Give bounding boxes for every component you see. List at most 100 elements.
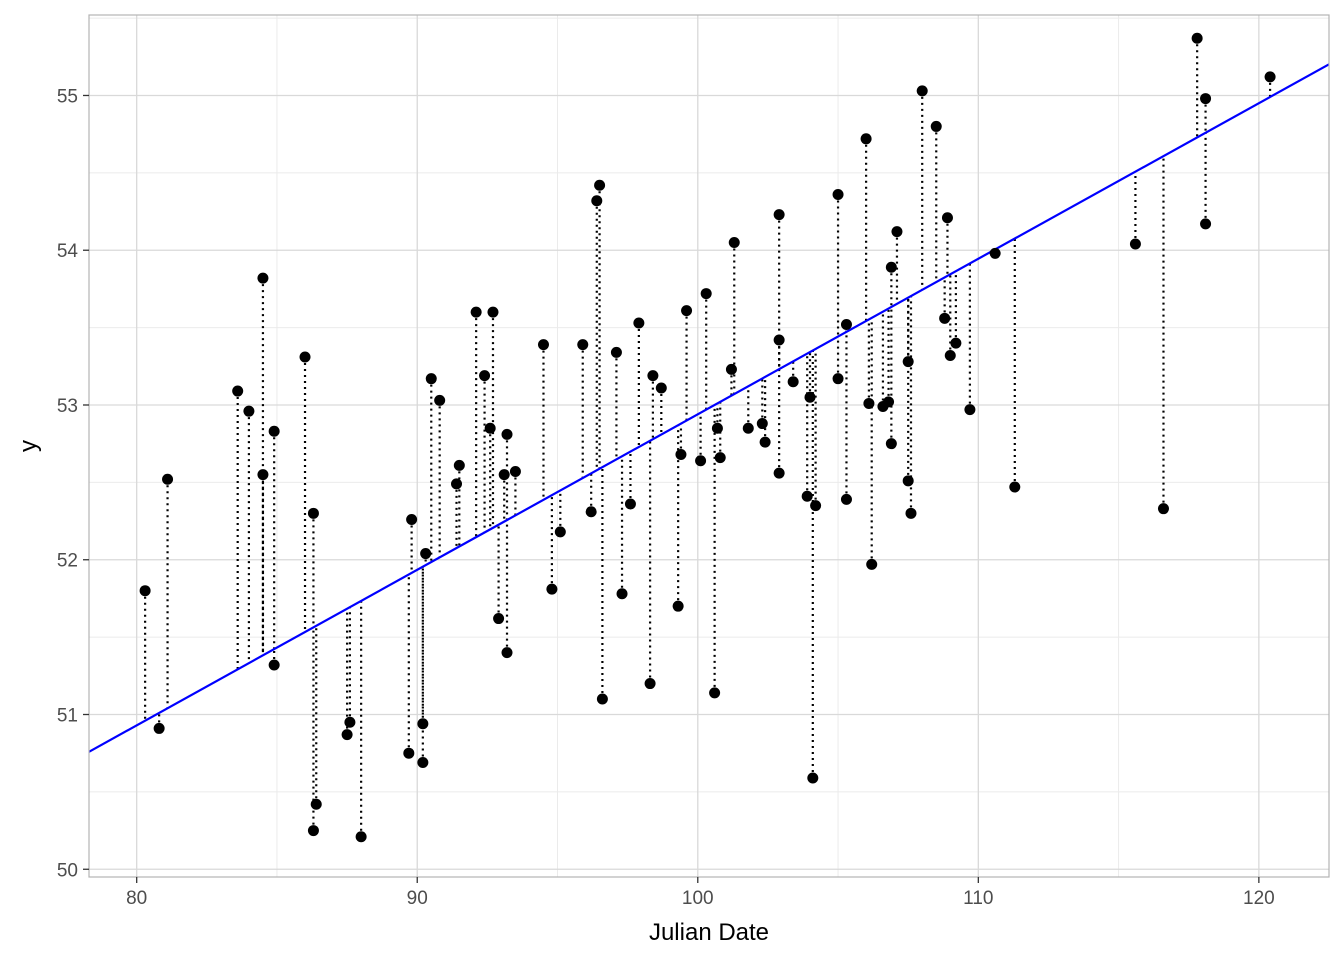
data-point (162, 473, 174, 485)
data-point (268, 659, 280, 671)
data-point (307, 825, 319, 837)
data-point (243, 405, 255, 417)
data-point (341, 729, 353, 741)
data-point (742, 422, 754, 434)
data-point (425, 373, 437, 385)
data-point (801, 490, 813, 502)
data-point (675, 449, 687, 461)
data-point (759, 436, 771, 448)
data-point (153, 722, 165, 734)
data-point (1200, 93, 1212, 105)
data-point (1264, 71, 1276, 83)
data-point (647, 370, 659, 382)
data-point (866, 558, 878, 570)
data-point (885, 438, 897, 450)
data-point (964, 404, 976, 416)
data-point (655, 382, 667, 394)
data-point (711, 422, 723, 434)
fit-line-group (88, 63, 1330, 753)
data-point (453, 459, 465, 471)
data-point (695, 455, 707, 467)
data-point (725, 363, 737, 375)
data-point (840, 493, 852, 505)
data-point (944, 349, 956, 361)
data-point (610, 346, 622, 358)
x-axis-ticks: 80 90 100 110 120 (126, 877, 1275, 909)
data-point (902, 475, 914, 487)
y-tick-label: 53 (57, 396, 78, 417)
data-point (616, 588, 628, 600)
data-point (905, 507, 917, 519)
data-point (1129, 238, 1141, 250)
data-point (501, 647, 513, 659)
data-point (299, 351, 311, 363)
data-point (501, 428, 513, 440)
x-axis-title: Julian Date (649, 919, 769, 946)
data-point (487, 306, 499, 318)
y-tick-label: 51 (57, 706, 78, 727)
y-tick-label: 52 (57, 551, 78, 572)
data-point (1157, 503, 1169, 515)
x-tick-label: 80 (126, 888, 147, 909)
data-point (498, 469, 510, 481)
data-point (493, 613, 505, 625)
data-point (268, 425, 280, 437)
y-tick-label: 54 (57, 241, 79, 262)
data-point (989, 247, 1001, 259)
data-point (139, 585, 151, 597)
data-point (577, 339, 589, 351)
data-point (417, 756, 429, 768)
data-point (509, 466, 521, 478)
data-point (773, 334, 785, 346)
data-point (1009, 481, 1021, 493)
data-point (310, 798, 322, 810)
data-point (709, 687, 721, 699)
x-tick-label: 90 (407, 888, 428, 909)
data-point (257, 469, 269, 481)
data-point (585, 506, 597, 518)
y-tick-label: 50 (57, 860, 78, 881)
data-point (807, 772, 819, 784)
data-point (810, 500, 822, 512)
data-point (728, 236, 740, 248)
data-point (417, 718, 429, 730)
data-point (941, 212, 953, 224)
data-point (537, 339, 549, 351)
data-point (950, 337, 962, 349)
fit-line (88, 63, 1330, 753)
data-point (1191, 32, 1203, 44)
minor-grid (89, 15, 1329, 877)
data-point (479, 370, 491, 382)
data-point (787, 376, 799, 388)
data-point (403, 747, 415, 759)
data-point (902, 356, 914, 368)
data-point (883, 396, 895, 408)
data-point (860, 133, 872, 145)
data-point (591, 195, 603, 207)
data-point (916, 85, 928, 97)
y-tick-label: 55 (57, 86, 78, 107)
data-point (832, 373, 844, 385)
x-tick-label: 100 (682, 888, 714, 909)
y-axis-ticks: 50 51 52 53 54 55 (57, 86, 89, 881)
data-point (633, 317, 645, 329)
data-point (756, 418, 768, 430)
data-point (885, 261, 897, 273)
data-point (832, 189, 844, 201)
data-point (484, 422, 496, 434)
data-point (434, 394, 446, 406)
major-grid (89, 15, 1329, 877)
data-point (307, 507, 319, 519)
data-point (863, 397, 875, 409)
data-point (451, 478, 463, 490)
data-point (804, 391, 816, 403)
data-point (257, 272, 269, 284)
data-points (139, 32, 1276, 843)
data-point (773, 467, 785, 479)
data-point (624, 498, 636, 510)
data-point (596, 693, 608, 705)
x-tick-label: 110 (963, 888, 993, 909)
panel-border (88, 14, 1330, 878)
data-point (470, 306, 482, 318)
data-point (355, 831, 367, 843)
